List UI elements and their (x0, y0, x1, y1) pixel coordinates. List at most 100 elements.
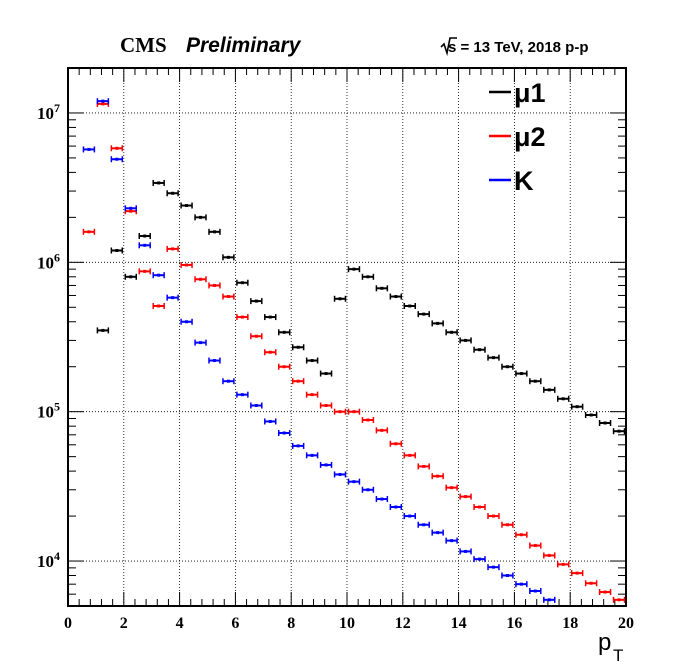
legend: μ1 μ2 K (489, 78, 546, 196)
data-point-marker (352, 480, 356, 484)
data-point (194, 214, 207, 221)
data-point-marker (212, 230, 216, 234)
data-point-marker (366, 488, 370, 492)
data-point-marker (115, 248, 119, 252)
data-point-marker (282, 365, 286, 369)
data-point (487, 564, 500, 571)
data-point (305, 452, 319, 459)
y-tick-label: 105 (37, 400, 60, 422)
y-tick-label: 104 (37, 549, 60, 571)
grid-lines (68, 68, 626, 606)
data-point-marker (87, 230, 91, 234)
series-1 (96, 179, 626, 435)
data-point (445, 537, 458, 544)
data-point (333, 471, 347, 478)
data-point-marker (101, 328, 105, 332)
data-point-marker (352, 410, 356, 414)
data-point (138, 242, 151, 249)
data-point (347, 408, 361, 415)
data-point (110, 145, 124, 152)
data-point-marker (212, 283, 216, 287)
data-point (570, 570, 584, 577)
data-point-marker (310, 393, 314, 397)
data-point (501, 521, 514, 528)
data-point-marker (394, 505, 398, 509)
data-point (403, 452, 416, 459)
data-point (417, 463, 430, 470)
data-point (180, 202, 193, 209)
data-point (431, 320, 444, 327)
data-point-marker (491, 356, 495, 360)
data-point (96, 98, 110, 105)
data-point-marker (436, 321, 440, 325)
data-point-marker (185, 320, 189, 324)
data-point (138, 233, 151, 240)
sqrt-symbol (440, 37, 457, 57)
data-point (166, 190, 179, 197)
data-point (138, 268, 151, 275)
data-point-marker (212, 359, 216, 363)
data-point (305, 357, 319, 364)
data-point (82, 228, 96, 235)
data-point (305, 391, 319, 398)
legend-label: K (514, 166, 534, 196)
data-point-marker (366, 275, 370, 279)
data-point-marker (101, 99, 105, 103)
data-point (208, 357, 221, 364)
data-point-marker (603, 421, 607, 425)
data-point-marker (617, 598, 621, 602)
data-point (152, 272, 165, 279)
x-axis-label-sub: T (613, 646, 623, 665)
data-point-marker (380, 497, 384, 501)
data-point (403, 302, 416, 309)
data-point-marker (171, 191, 175, 195)
data-point-marker (505, 523, 509, 527)
data-point (347, 266, 361, 273)
data-point (612, 596, 626, 603)
data-point (291, 442, 305, 449)
data-point (515, 581, 528, 588)
data-point-marker (464, 549, 468, 553)
data-point (291, 378, 305, 385)
data-point (361, 486, 375, 493)
data-point-marker (101, 102, 105, 106)
data-point (236, 314, 249, 321)
data-point-marker (254, 403, 258, 407)
data-point-marker (408, 514, 412, 518)
data-point (375, 427, 389, 434)
data-point-marker (422, 464, 426, 468)
data-point (445, 484, 458, 491)
data-point-marker (408, 304, 412, 308)
data-point (501, 363, 514, 370)
data-point (236, 279, 249, 286)
data-point-marker (491, 514, 495, 518)
data-point (319, 370, 333, 377)
data-point-marker (240, 393, 244, 397)
data-point-marker (575, 571, 579, 575)
data-point (166, 245, 179, 252)
data-point (529, 588, 542, 595)
data-point-marker (324, 463, 328, 467)
data-point (291, 344, 305, 351)
data-point-marker (561, 397, 565, 401)
data-point-marker (478, 505, 482, 509)
x-tick-label: 0 (64, 615, 72, 632)
data-point-marker (533, 379, 537, 383)
data-point (180, 318, 193, 325)
data-point (180, 261, 193, 268)
series-2 (82, 100, 626, 603)
data-point (278, 363, 291, 370)
data-point-marker (561, 562, 565, 566)
legend-label: μ2 (514, 122, 546, 152)
data-marks (82, 98, 626, 603)
data-point-marker (589, 413, 593, 417)
data-point (529, 542, 542, 549)
data-point-marker (143, 269, 147, 273)
data-point-marker (226, 255, 230, 259)
data-point-marker (478, 557, 482, 561)
data-point-marker (282, 431, 286, 435)
data-point (208, 228, 221, 235)
data-point-marker (226, 379, 230, 383)
data-point (110, 247, 124, 254)
data-point (361, 273, 375, 280)
